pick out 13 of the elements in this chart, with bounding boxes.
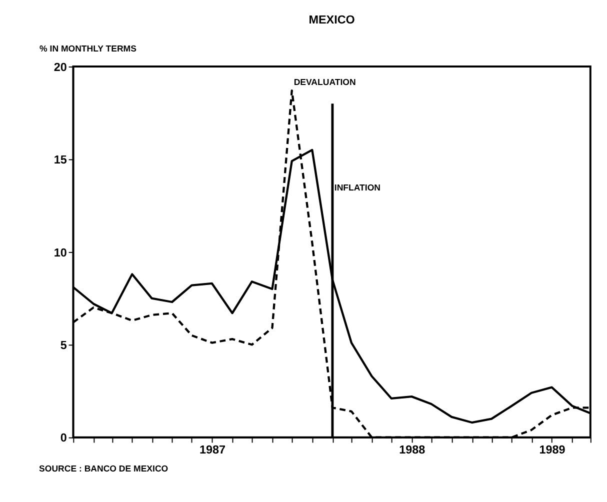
y-tick-label: 20 [54, 60, 68, 74]
chart-title: MEXICO [308, 14, 355, 27]
y-tick-label: 10 [54, 246, 68, 260]
x-tick-label: 1989 [539, 443, 566, 456]
y-tick-label: 5 [60, 339, 68, 352]
x-tick-label: 1987 [199, 443, 226, 456]
source-note: SOURCE : BANCO DE MEXICO [39, 464, 168, 474]
y-axis-title: % IN MONTHLY TERMS [40, 43, 137, 54]
y-tick-label: 0 [60, 432, 68, 445]
annotation: INFLATION [334, 182, 380, 192]
y-tick-label: 15 [54, 154, 68, 167]
x-tick-label: 1988 [399, 443, 426, 456]
annotation: DEVALUATION [294, 76, 356, 87]
